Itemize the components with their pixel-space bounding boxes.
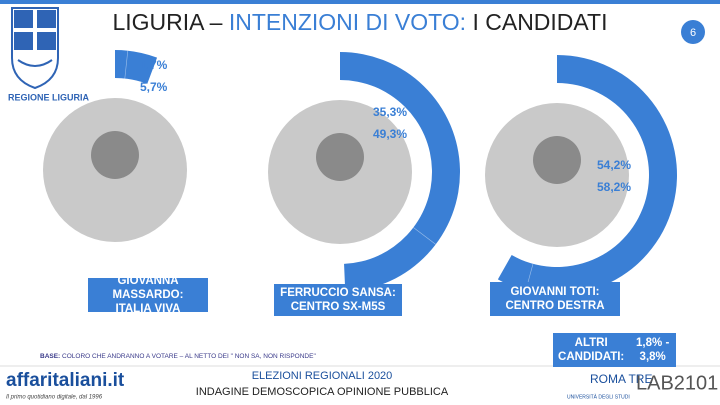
title-part: LIGURIA – bbox=[112, 9, 228, 35]
shield-cross bbox=[14, 10, 56, 50]
note-prefix: BASE: bbox=[40, 353, 60, 360]
photo-figure bbox=[91, 131, 139, 179]
others-range: 1,8% - 3,8% bbox=[636, 337, 670, 363]
arc bbox=[115, 50, 158, 84]
photo-figure bbox=[316, 133, 364, 181]
page-number: 6 bbox=[690, 27, 696, 39]
page-badge bbox=[681, 20, 705, 44]
note-text: COLORO CHE ANDRANNO A VOTARE – AL NETTO … bbox=[60, 353, 316, 360]
title-part: INTENZIONI DI VOTO: bbox=[229, 9, 466, 35]
value-label: 54,2% bbox=[597, 158, 631, 172]
value-label: 1,7% bbox=[140, 58, 168, 72]
title: LIGURIA – INTENZIONI DI VOTO: I CANDIDAT… bbox=[112, 9, 607, 35]
value-label: 35,3% bbox=[373, 105, 407, 119]
base-note: BASE: COLORO CHE ANDRANNO A VOTARE – AL … bbox=[40, 353, 316, 360]
title-part: I CANDIDATI bbox=[466, 9, 607, 35]
footer-line2: INDAGINE DEMOSCOPICA OPINIONE PUBBLICA bbox=[196, 386, 449, 398]
partner2: LAB2101 bbox=[636, 372, 718, 394]
footer bbox=[0, 366, 720, 405]
others-label: ALTRI CANDIDATI: bbox=[558, 337, 625, 363]
candidate-name: GIOVANNI TOTI: CENTRO DESTRA bbox=[490, 282, 620, 316]
value-label: 49,3% bbox=[373, 127, 407, 141]
arc bbox=[497, 55, 678, 295]
low-marker bbox=[413, 227, 436, 245]
photo-figure bbox=[533, 136, 581, 184]
low-marker bbox=[124, 50, 129, 79]
footer-line1: ELEZIONI REGIONALI 2020 bbox=[252, 370, 393, 382]
brand: affaritaliani.it bbox=[6, 370, 125, 391]
top-band bbox=[0, 0, 720, 4]
region-name: REGIONE LIGURIA bbox=[8, 92, 90, 102]
shield-wave bbox=[17, 59, 53, 67]
arc bbox=[340, 52, 461, 292]
tagline: Il primo quotidiano digitale, dal 1996 bbox=[6, 395, 103, 401]
candidate-name: GIOVANNA MASSARDO: ITALIA VIVA bbox=[88, 275, 208, 315]
partner1-sub: UNIVERSITÀ DEGLI STUDI bbox=[567, 393, 630, 400]
partner1: ROMA TRE bbox=[590, 372, 652, 386]
candidate-name: FERRUCCIO SANSA: CENTRO SX-M5S bbox=[274, 284, 402, 316]
value-label: 5,7% bbox=[140, 80, 168, 94]
others-box: ALTRI CANDIDATI: 1,8% - 3,8% bbox=[553, 333, 676, 367]
value-label: 58,2% bbox=[597, 180, 631, 194]
